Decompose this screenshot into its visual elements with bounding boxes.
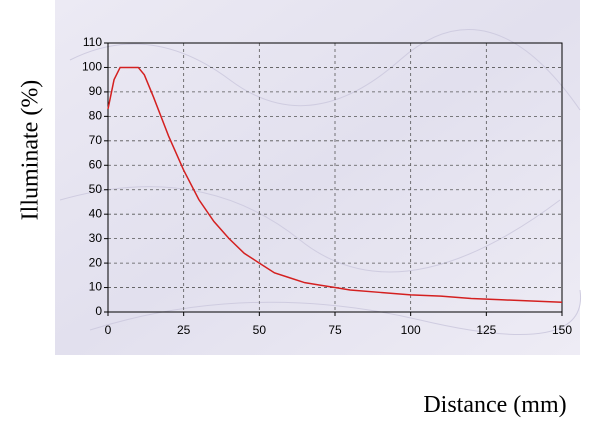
x-axis-title: Distance (mm) bbox=[423, 392, 566, 418]
x-tick-label: 100 bbox=[401, 323, 421, 337]
y-tick-label: 20 bbox=[89, 255, 103, 269]
y-tick-label: 60 bbox=[89, 157, 103, 171]
y-tick-label: 80 bbox=[89, 109, 103, 123]
marble-texture bbox=[59, 29, 582, 335]
y-tick-label: 90 bbox=[89, 84, 103, 98]
x-tick-label: 25 bbox=[177, 323, 191, 337]
y-tick-label: 100 bbox=[82, 60, 102, 74]
y-tick-label: 30 bbox=[89, 231, 103, 245]
panel-background bbox=[55, 0, 580, 355]
y-tick-label: 40 bbox=[89, 206, 103, 220]
y-tick-label: 0 bbox=[95, 304, 102, 318]
x-tick-label: 75 bbox=[328, 323, 342, 337]
x-tick-label: 0 bbox=[105, 323, 112, 337]
x-tick-label: 50 bbox=[253, 323, 267, 337]
y-tick-label: 110 bbox=[83, 35, 102, 49]
y-axis-title: Illuminate (%) bbox=[18, 80, 44, 221]
y-tick-label: 70 bbox=[89, 133, 103, 147]
plot-frame bbox=[107, 42, 563, 313]
x-tick-label: 150 bbox=[552, 323, 572, 337]
y-tick-label: 10 bbox=[89, 280, 103, 294]
data-line bbox=[107, 66, 563, 303]
x-tick-label: 125 bbox=[476, 323, 496, 337]
y-tick-label: 50 bbox=[89, 182, 103, 196]
